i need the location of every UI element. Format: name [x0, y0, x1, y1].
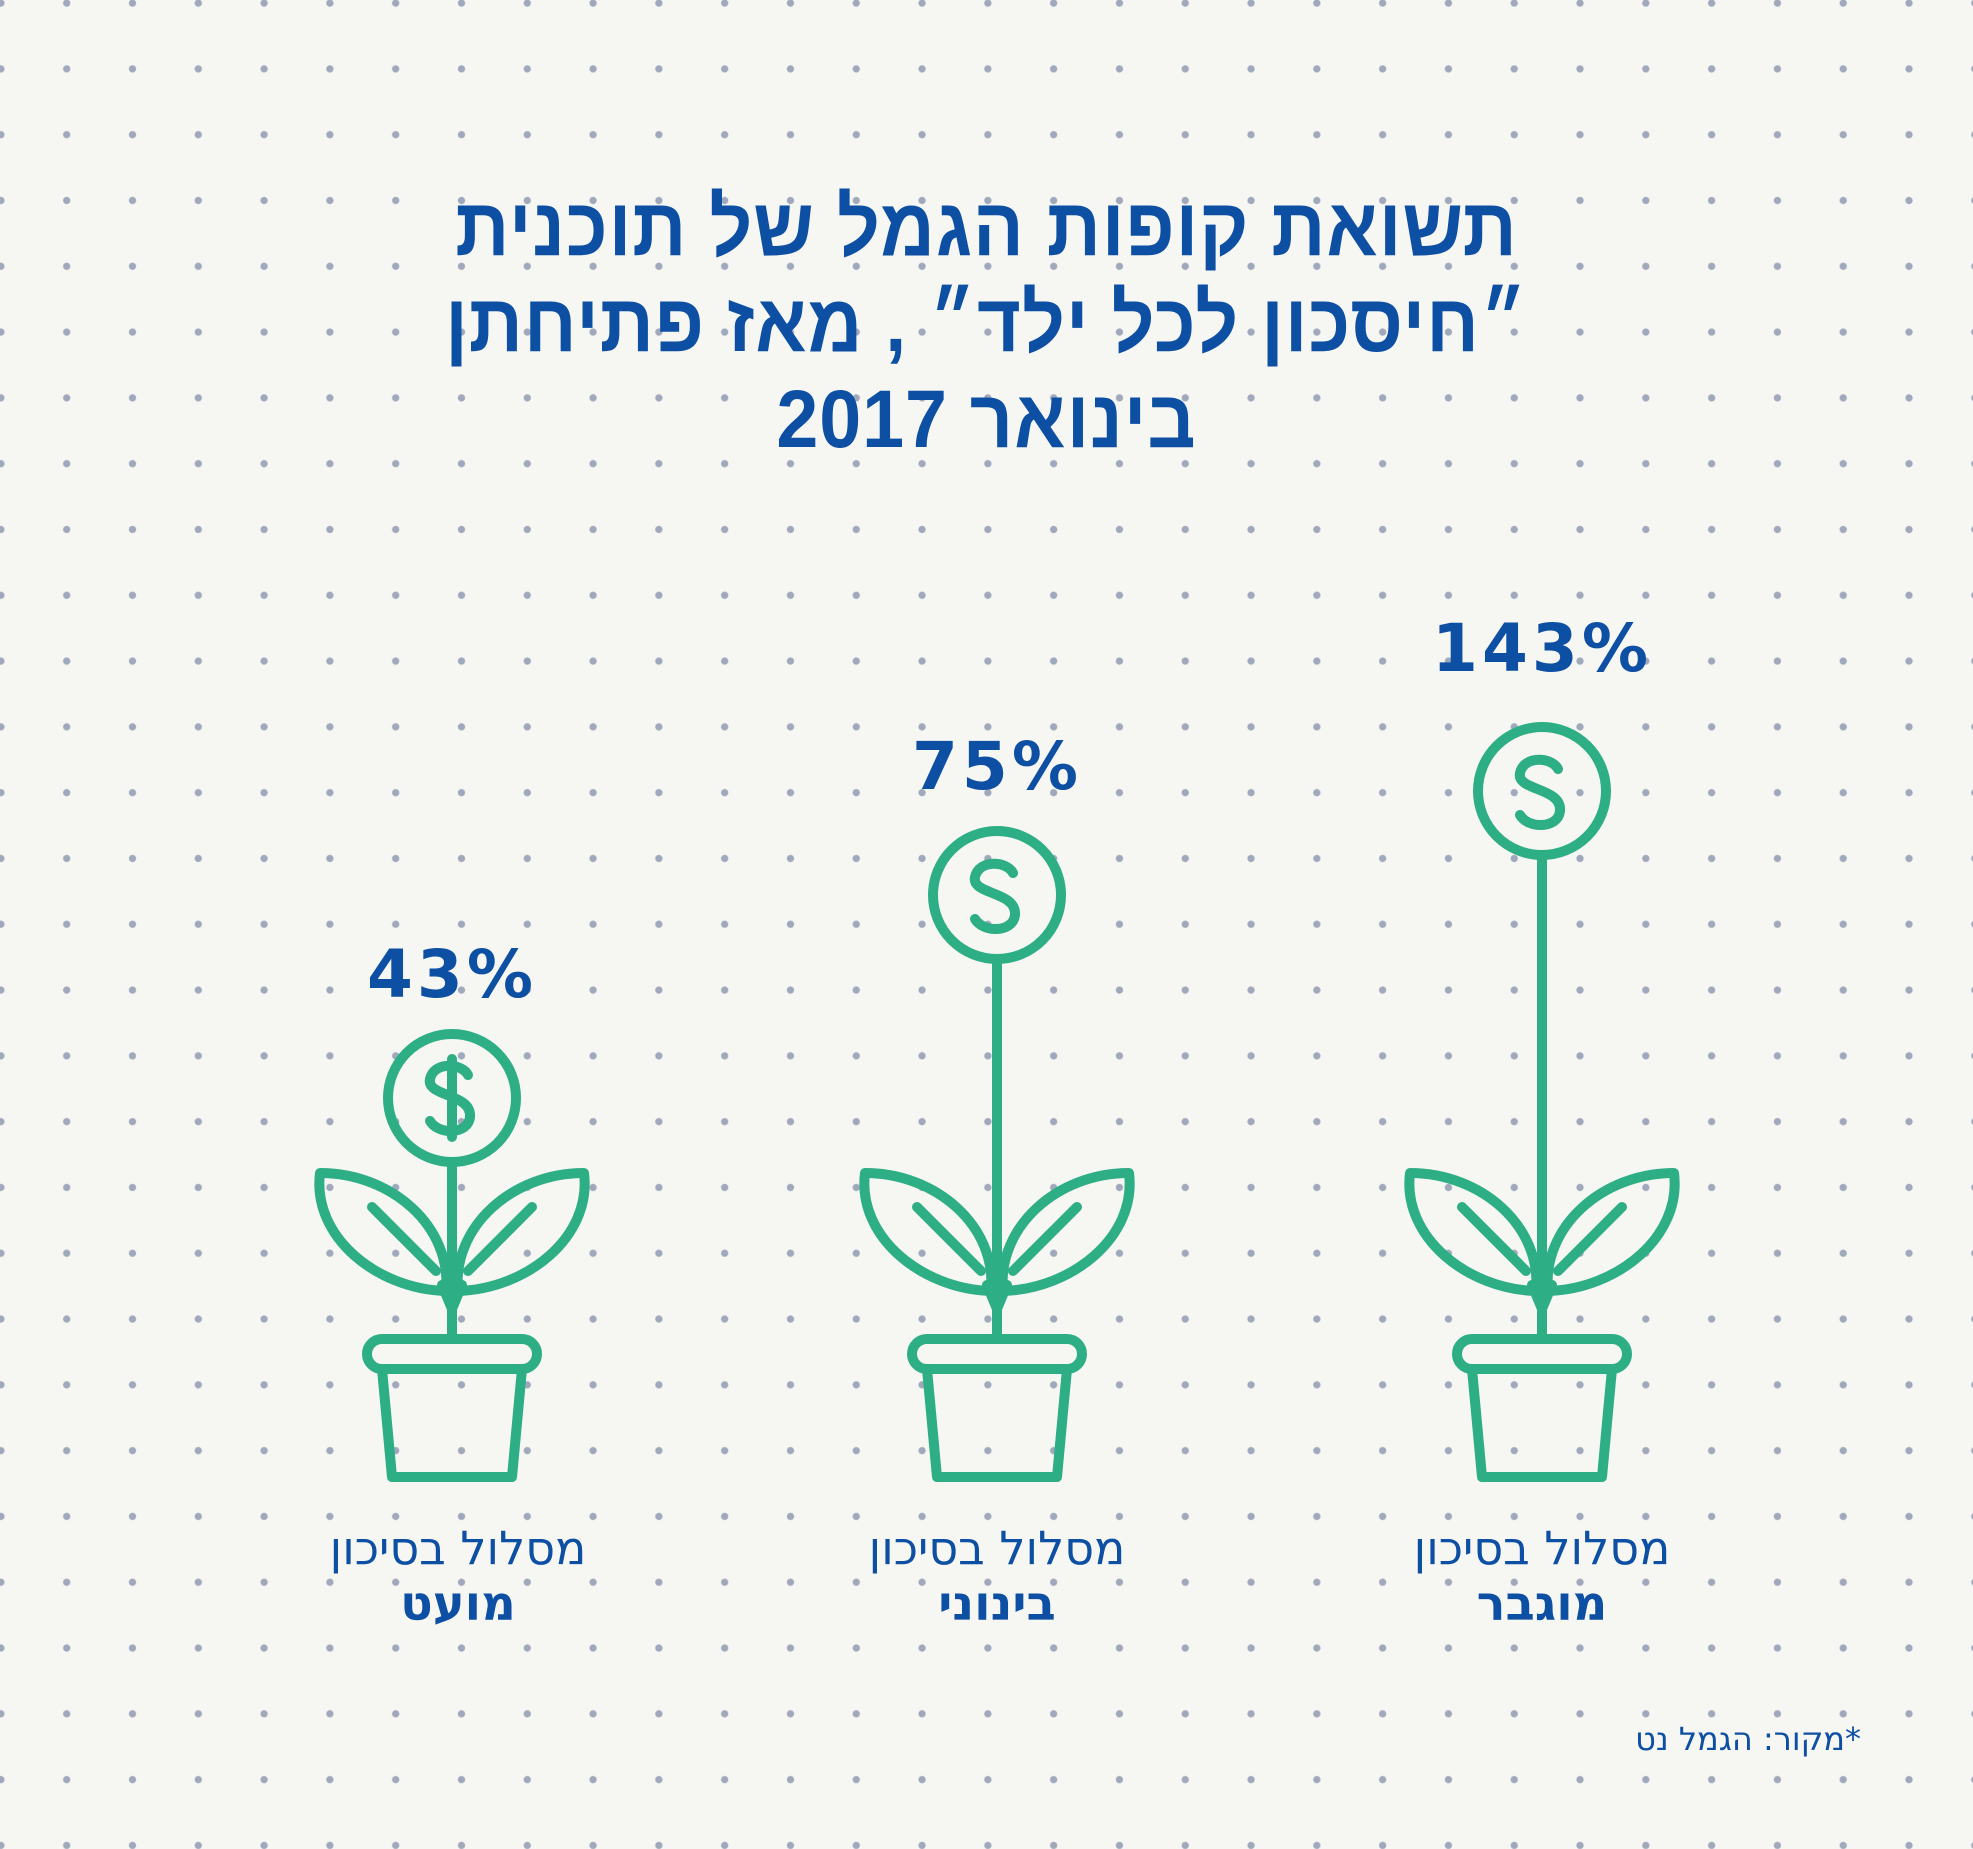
plant-medium-risk: [864, 826, 1129, 1477]
plant-low-risk: [319, 1029, 584, 1477]
category-label-line2: בינוני: [938, 1576, 1056, 1632]
category-label-line1: מסלול בסיכון: [329, 1521, 587, 1575]
title-line-1: תשואת קופות הגמל של תוכנית: [455, 182, 1518, 273]
value-label-high: 143%: [1432, 610, 1652, 687]
category-label-medium: מסלול בסיכון בינוני: [797, 1520, 1197, 1632]
category-label-low: מסלול בסיכון מועט: [258, 1520, 658, 1632]
source-note: *מקור: הגמל נט: [1635, 1720, 1861, 1758]
category-label-line2: מוגבר: [1476, 1576, 1608, 1632]
value-label-medium: 75%: [912, 728, 1082, 805]
value-label-low: 43%: [367, 936, 537, 1013]
category-label-high: מסלול בסיכון מוגבר: [1342, 1520, 1742, 1632]
category-label-line1: מסלול בסיכון: [868, 1521, 1126, 1575]
chart-title: תשואת קופות הגמל של תוכנית ״חיסכון לכל י…: [79, 180, 1894, 468]
title-line-2: ״חיסכון לכל ילד״ , מאז פתיחתן: [445, 278, 1528, 369]
title-line-3: בינואר 2017: [776, 374, 1197, 465]
category-label-line2: מועט: [400, 1576, 516, 1632]
category-label-line1: מסלול בסיכון: [1413, 1521, 1671, 1575]
plant-high-risk: [1409, 722, 1674, 1477]
